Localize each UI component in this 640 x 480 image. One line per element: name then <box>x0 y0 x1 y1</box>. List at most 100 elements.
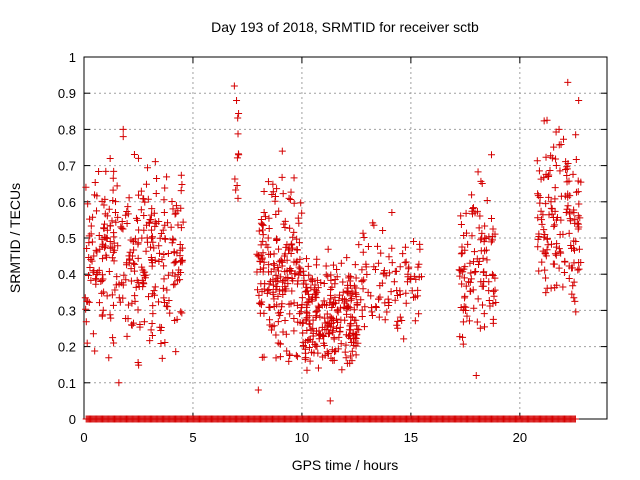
data-point <box>337 316 345 324</box>
data-point <box>375 313 383 321</box>
data-point <box>89 330 97 338</box>
data-point <box>477 278 485 286</box>
data-point <box>284 280 292 288</box>
data-point <box>486 302 494 310</box>
data-point <box>160 294 168 302</box>
data-point <box>272 271 280 279</box>
data-point <box>159 284 167 292</box>
y-tick-label: 0.1 <box>58 376 76 391</box>
data-point <box>476 212 484 220</box>
data-point <box>100 288 108 296</box>
data-point <box>285 246 293 254</box>
data-point <box>279 190 287 198</box>
data-point <box>344 304 352 312</box>
data-point <box>233 96 241 104</box>
data-point <box>298 319 306 327</box>
data-point <box>87 222 95 230</box>
data-point <box>172 257 180 265</box>
data-point <box>110 257 118 265</box>
data-point <box>290 228 298 236</box>
x-tick-label: 15 <box>404 430 418 445</box>
data-point <box>291 270 299 278</box>
data-point <box>274 318 282 326</box>
data-point <box>149 310 157 318</box>
data-point <box>254 286 262 294</box>
data-point <box>280 277 288 285</box>
data-point <box>317 279 325 287</box>
data-point <box>460 274 468 282</box>
data-point <box>535 167 543 175</box>
data-point <box>471 209 479 217</box>
data-point <box>158 354 166 362</box>
data-point <box>387 288 395 296</box>
data-point <box>82 318 90 326</box>
data-point <box>489 319 497 327</box>
data-point <box>256 299 264 307</box>
data-point <box>550 222 558 230</box>
data-point <box>146 337 154 345</box>
data-point <box>381 316 389 324</box>
data-point <box>352 290 360 298</box>
data-point <box>287 188 295 196</box>
data-point <box>534 235 542 243</box>
data-point <box>112 218 120 226</box>
data-point <box>357 296 365 304</box>
data-point <box>113 273 121 281</box>
data-point <box>314 302 322 310</box>
y-tick-label: 0.3 <box>58 303 76 318</box>
data-point <box>545 211 553 219</box>
data-point <box>309 316 317 324</box>
data-point <box>164 303 172 311</box>
data-point <box>535 267 543 275</box>
data-point <box>117 223 125 231</box>
data-point <box>296 310 304 318</box>
data-point <box>83 245 91 253</box>
data-point <box>551 250 559 258</box>
data-point <box>479 301 487 309</box>
data-point <box>265 280 273 288</box>
data-point <box>303 301 311 309</box>
data-point <box>91 347 99 355</box>
data-point <box>123 208 131 216</box>
data-point <box>134 254 142 262</box>
data-point <box>305 343 313 351</box>
data-point <box>373 242 381 250</box>
data-point <box>372 303 380 311</box>
data-point <box>572 308 580 316</box>
data-point <box>267 326 275 334</box>
data-point <box>167 223 175 231</box>
data-point <box>342 297 350 305</box>
data-point <box>265 261 273 269</box>
data-point <box>376 293 384 301</box>
data-point <box>106 311 114 319</box>
data-point <box>286 310 294 318</box>
data-point <box>269 288 277 296</box>
data-point <box>137 206 145 214</box>
data-point <box>315 330 323 338</box>
data-point <box>258 255 266 263</box>
data-point <box>101 210 109 218</box>
y-tick-label: 0 <box>69 412 76 427</box>
data-point <box>342 341 350 349</box>
data-point <box>369 219 377 227</box>
data-point <box>288 287 296 295</box>
data-point <box>287 267 295 275</box>
data-point <box>171 317 179 325</box>
data-point <box>491 274 499 282</box>
data-point <box>337 259 345 267</box>
data-point <box>469 205 477 213</box>
data-point <box>139 266 147 274</box>
data-point <box>331 280 339 288</box>
data-point <box>575 96 583 104</box>
data-point <box>148 320 156 327</box>
data-point <box>353 322 361 330</box>
data-point <box>272 354 280 362</box>
data-point <box>94 269 102 277</box>
data-point <box>348 295 356 303</box>
data-point <box>299 342 307 350</box>
data-point <box>380 270 388 278</box>
data-point <box>336 328 344 336</box>
data-point <box>400 335 408 343</box>
data-point <box>99 275 107 283</box>
